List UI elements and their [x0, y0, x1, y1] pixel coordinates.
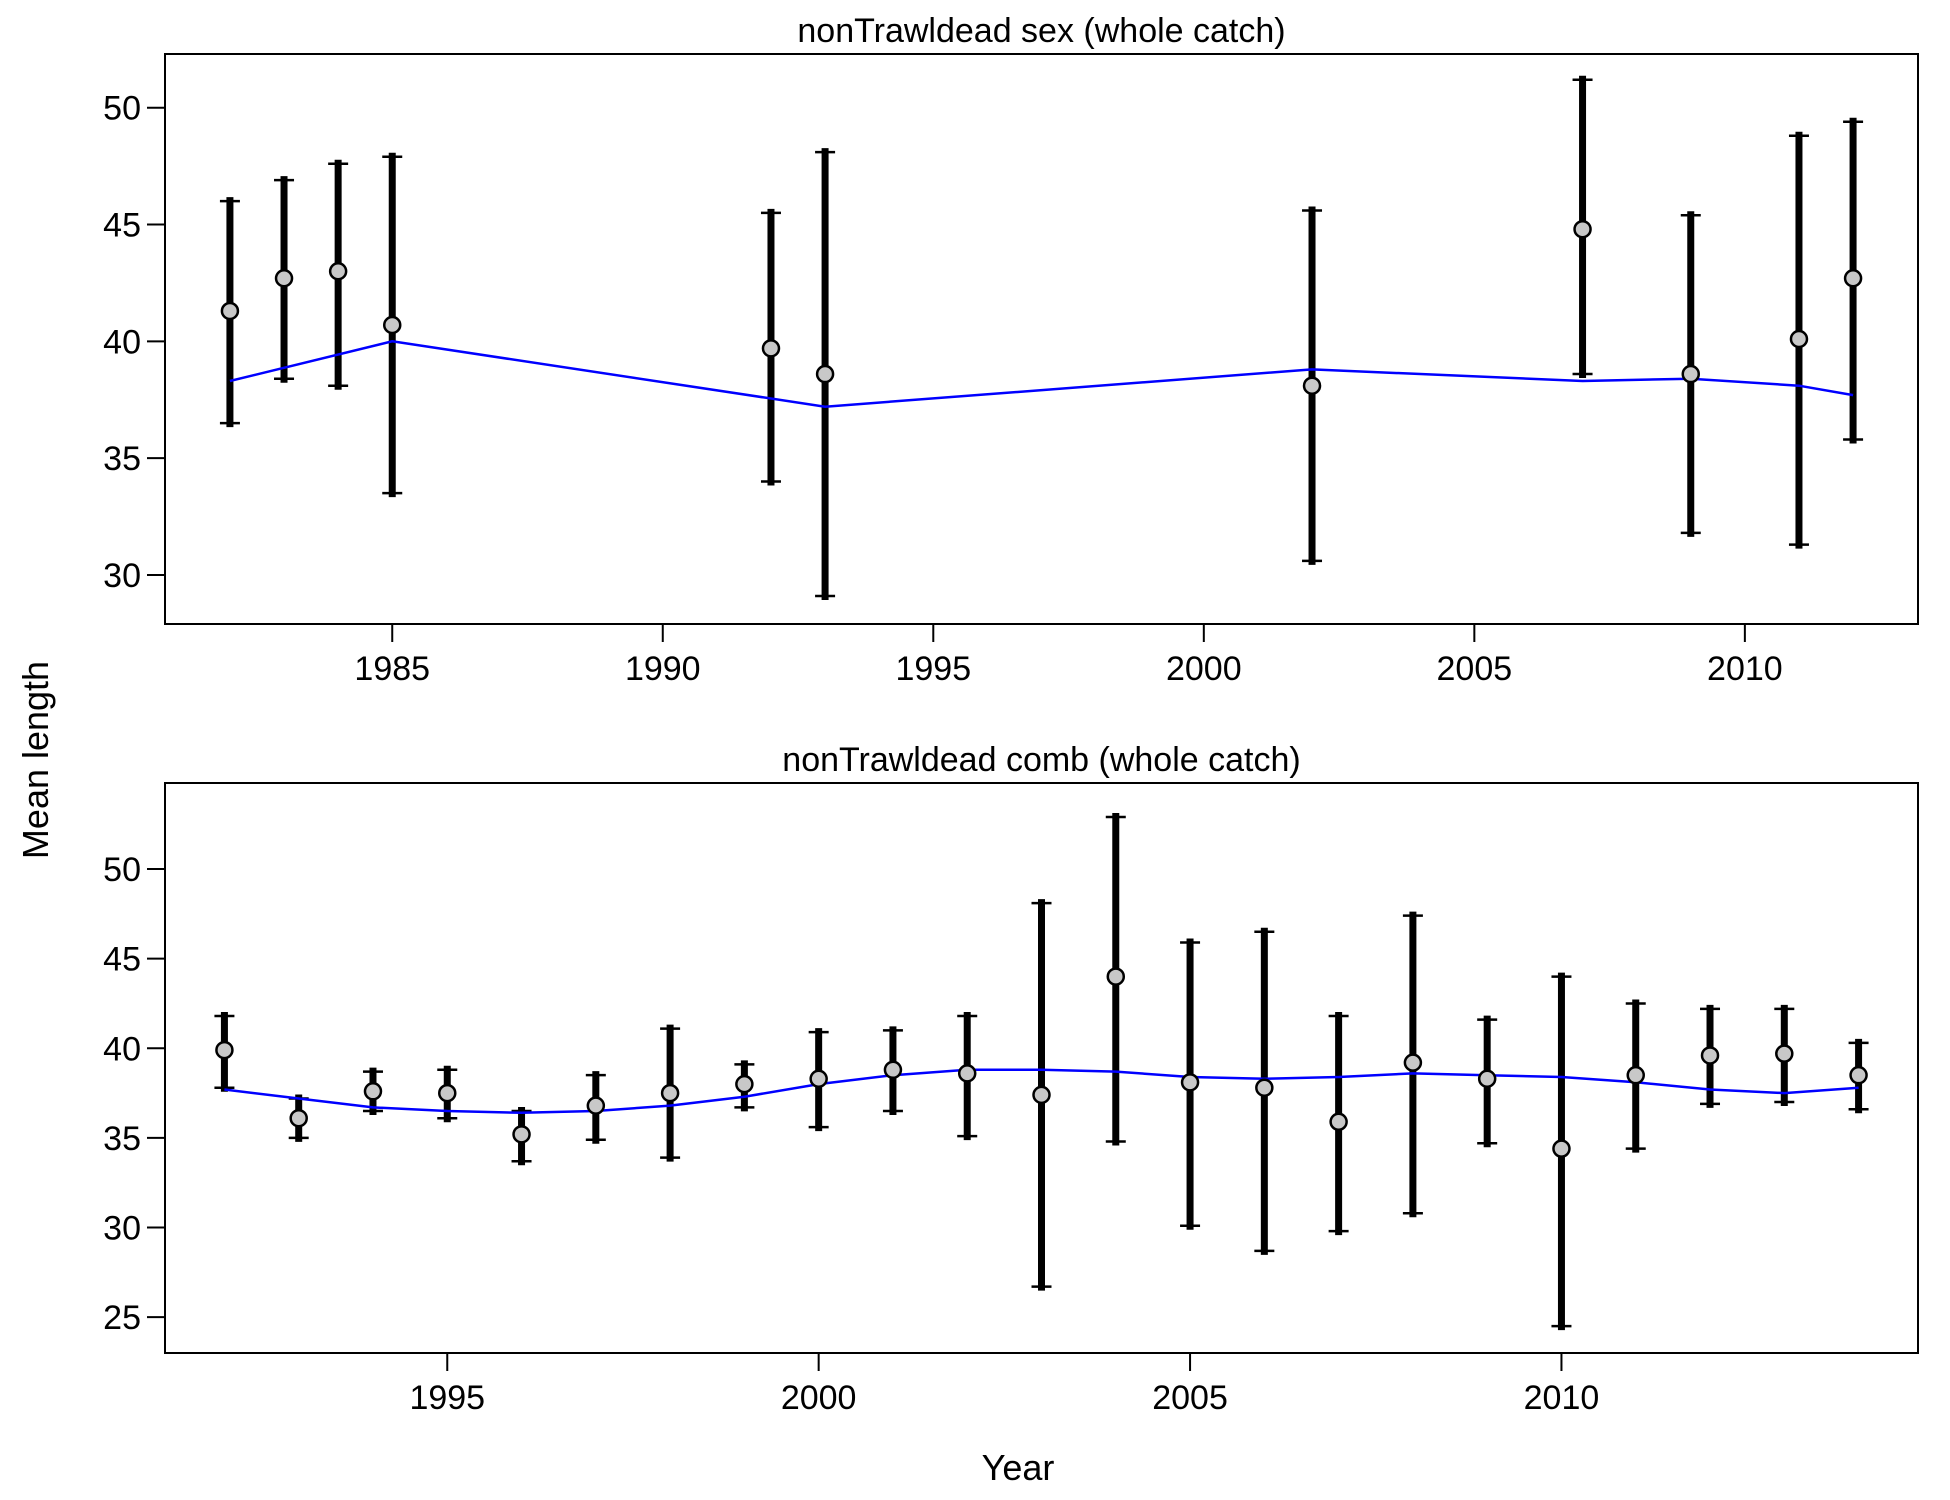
data-point	[660, 1083, 680, 1103]
data-point	[1775, 1044, 1794, 1063]
data-point	[1032, 1085, 1051, 1105]
x-tick-label: 1995	[409, 1379, 485, 1417]
y-axis-label: Mean length	[15, 661, 56, 859]
x-tick-label: 1985	[354, 650, 430, 688]
fitted-line	[229, 340, 1854, 408]
data-point	[1573, 219, 1592, 239]
panel-sex: nonTrawldead sex (whole catch) 30 35 40 45 50…	[103, 12, 1919, 688]
x-tick-label: 2010	[1524, 1379, 1600, 1417]
panel-title: nonTrawldead comb (whole catch)	[782, 741, 1300, 779]
data-point	[761, 339, 781, 358]
data-point	[328, 262, 348, 281]
x-tick-label: 2005	[1437, 650, 1513, 688]
data-point	[438, 1083, 457, 1103]
data-point	[1843, 269, 1863, 288]
plot-frame	[164, 782, 1919, 1354]
data-point	[220, 301, 240, 321]
y-tick-label: 40	[103, 1030, 141, 1068]
data-point	[1849, 1065, 1868, 1085]
x-tick-label: 1995	[895, 650, 971, 688]
data-point	[735, 1074, 754, 1094]
data-point	[1302, 376, 1322, 395]
data-point	[809, 1069, 828, 1089]
panel-title: nonTrawldead sex (whole catch)	[797, 12, 1285, 50]
x-tick-label: 2000	[781, 1379, 857, 1417]
data-point	[1681, 364, 1701, 384]
fitted-line	[224, 1068, 1859, 1115]
data-point	[1329, 1112, 1348, 1132]
x-tick-label: 2010	[1707, 650, 1783, 688]
x-tick-label: 1990	[625, 650, 701, 688]
y-tick-label: 45	[103, 941, 141, 979]
y-tick-label: 35	[103, 1120, 141, 1158]
y-tick-label: 35	[103, 440, 141, 478]
y-tick-label: 50	[103, 851, 141, 889]
data-point	[883, 1060, 903, 1080]
data-point	[1626, 1065, 1645, 1085]
data-point	[274, 269, 294, 288]
data-point	[957, 1064, 977, 1083]
y-tick-label: 25	[103, 1299, 141, 1337]
data-point	[289, 1108, 308, 1128]
data-point	[1552, 1139, 1571, 1158]
x-tick-label: 2005	[1152, 1379, 1228, 1417]
y-tick-label: 40	[103, 323, 141, 361]
panel-comb: nonTrawldead comb (whole catch) 25 30 35 40 4…	[103, 741, 1919, 1417]
y-tick-label: 45	[103, 207, 141, 245]
y-tick-label: 30	[103, 1210, 141, 1248]
x-axis-label: Year	[982, 1447, 1055, 1488]
data-point	[1789, 329, 1809, 349]
data-point	[363, 1082, 383, 1101]
data-point	[1700, 1046, 1720, 1065]
data-point	[215, 1040, 234, 1060]
data-point	[1180, 1073, 1200, 1092]
y-tick-label: 50	[103, 90, 141, 128]
data-point	[1477, 1069, 1497, 1089]
x-tick-label: 2000	[1166, 650, 1242, 688]
data-point	[1403, 1053, 1423, 1072]
data-point	[1255, 1078, 1274, 1097]
data-point	[1106, 967, 1126, 986]
data-point	[815, 364, 835, 384]
data-point	[382, 315, 402, 335]
data-point	[586, 1096, 606, 1115]
data-point	[512, 1125, 531, 1144]
plot-frame	[164, 53, 1919, 625]
y-tick-label: 30	[103, 557, 141, 595]
